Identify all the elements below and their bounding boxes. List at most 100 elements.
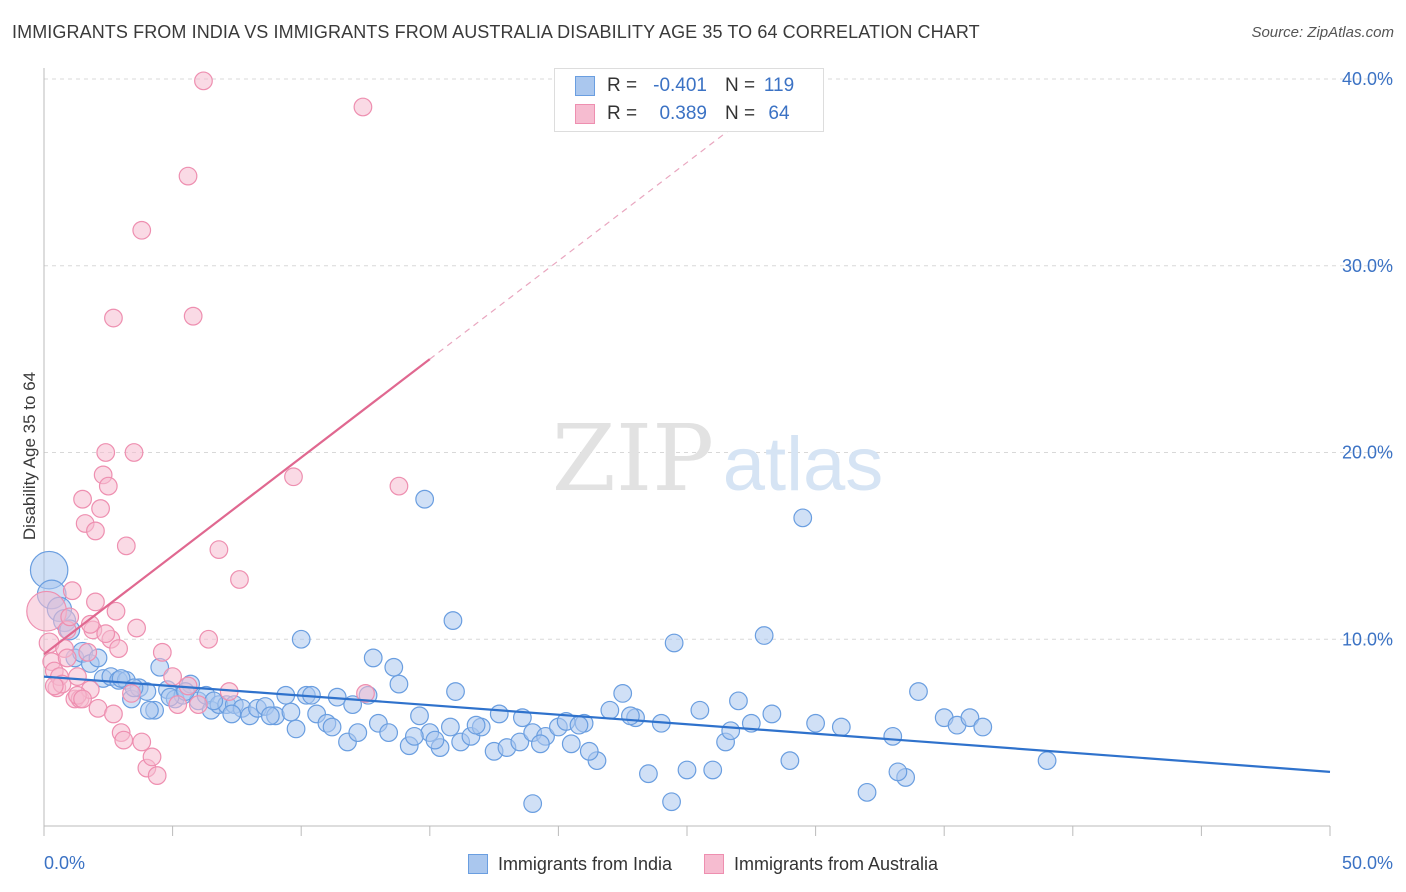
australia-point	[284, 467, 303, 487]
australia-point	[353, 97, 373, 117]
india-point	[415, 489, 435, 509]
r-label: R =	[607, 75, 638, 96]
india-point	[440, 717, 460, 737]
axes	[43, 68, 1331, 836]
india-point	[530, 734, 550, 754]
india-point	[721, 721, 741, 741]
australia-point	[199, 629, 219, 649]
watermark-atlas: atlas	[723, 422, 884, 507]
india-point	[204, 691, 224, 711]
australia-point	[44, 676, 64, 696]
india-point	[384, 657, 404, 677]
tick-labels: 10.0% 20.0% 30.0% 40.0% 0.0% 50.0%	[44, 69, 1393, 873]
india-point	[831, 717, 851, 737]
n-label: N =	[725, 75, 756, 96]
australia-point	[73, 689, 92, 709]
india-point	[389, 674, 409, 694]
india-point	[510, 732, 530, 752]
trend-lines	[43, 112, 1331, 773]
india-point	[322, 717, 342, 737]
legend-item-india[interactable]: Immigrants from India	[467, 853, 672, 875]
australia-point	[132, 732, 152, 752]
india-point	[291, 629, 311, 649]
australia-point	[230, 570, 249, 589]
india-point	[613, 684, 633, 703]
australia-point	[209, 540, 229, 560]
india-point	[639, 764, 658, 784]
australia-point	[389, 476, 409, 496]
australia-point	[106, 601, 126, 621]
india-point	[780, 751, 800, 771]
grid-lines	[44, 78, 1392, 640]
legend-swatch-india	[467, 854, 488, 874]
india-point	[443, 611, 463, 630]
source-label: Source: ZipAtlas.com	[1251, 24, 1394, 41]
india-trend-line	[43, 675, 1331, 773]
chart-title: IMMIGRANTS FROM INDIA VS IMMIGRANTS FROM…	[12, 22, 980, 42]
australia-trend-line	[43, 358, 431, 656]
x-tick-label: 0.0%	[44, 853, 85, 873]
australia-point	[147, 766, 167, 785]
india-point	[806, 713, 825, 733]
india-point	[1037, 751, 1057, 771]
australia-swatch	[575, 104, 595, 124]
australia-point	[91, 499, 110, 518]
australia-point	[96, 443, 116, 462]
india-point	[909, 682, 928, 701]
india-point	[410, 706, 429, 726]
watermark: ZIP atlas	[552, 405, 883, 512]
india-point	[857, 782, 877, 802]
watermark-zip: ZIP	[552, 405, 714, 512]
n-value: 64	[768, 103, 790, 124]
india-point	[404, 726, 424, 746]
india-point	[960, 708, 980, 728]
india-point	[729, 691, 748, 711]
australia-point	[96, 624, 116, 644]
india-point	[662, 792, 681, 812]
india-point	[888, 762, 908, 782]
india-point	[446, 682, 465, 701]
australia-point	[178, 166, 198, 186]
australia-point	[124, 443, 144, 462]
india-point	[690, 700, 710, 720]
australia-point	[163, 667, 183, 686]
india-point	[140, 700, 159, 720]
legend: Immigrants from India Immigrants from Au…	[0, 852, 1406, 876]
india-point	[466, 715, 486, 735]
australia-points	[26, 71, 409, 785]
india-point	[664, 633, 684, 653]
india-point	[523, 794, 543, 813]
n-value: 119	[763, 75, 795, 96]
india-point	[260, 706, 280, 726]
australia-point	[152, 642, 172, 662]
r-value: -0.401	[653, 75, 707, 96]
legend-label-india: Immigrants from India	[497, 853, 672, 874]
india-point	[569, 715, 589, 735]
india-point	[793, 508, 813, 528]
australia-trend-extension	[429, 112, 752, 360]
india-point	[579, 741, 599, 761]
australia-point	[122, 684, 141, 703]
legend-label-australia: Immigrants from Australia	[734, 853, 939, 874]
correlation-stats-box: R = -0.401 N = 119 R = 0.389 N = 64	[554, 68, 824, 132]
australia-point	[188, 695, 208, 715]
australia-point	[127, 618, 146, 638]
legend-item-australia[interactable]: Immigrants from Australia	[704, 854, 938, 875]
n-label: N =	[725, 103, 756, 124]
australia-point	[104, 704, 123, 724]
y-tick-label: 10.0%	[1342, 629, 1393, 649]
australia-point	[356, 684, 375, 703]
india-point	[222, 704, 242, 724]
australia-point	[109, 639, 128, 658]
stats-row-india: R = -0.401 N = 119	[575, 74, 799, 98]
legend-swatch-australia	[704, 854, 724, 874]
india-point	[703, 760, 723, 780]
australia-point	[104, 308, 123, 328]
y-tick-label: 30.0%	[1342, 256, 1393, 276]
india-point	[363, 648, 383, 668]
y-tick-label: 40.0%	[1342, 69, 1393, 89]
india-point	[677, 760, 697, 780]
australia-point	[62, 581, 82, 601]
australia-point	[132, 220, 152, 240]
